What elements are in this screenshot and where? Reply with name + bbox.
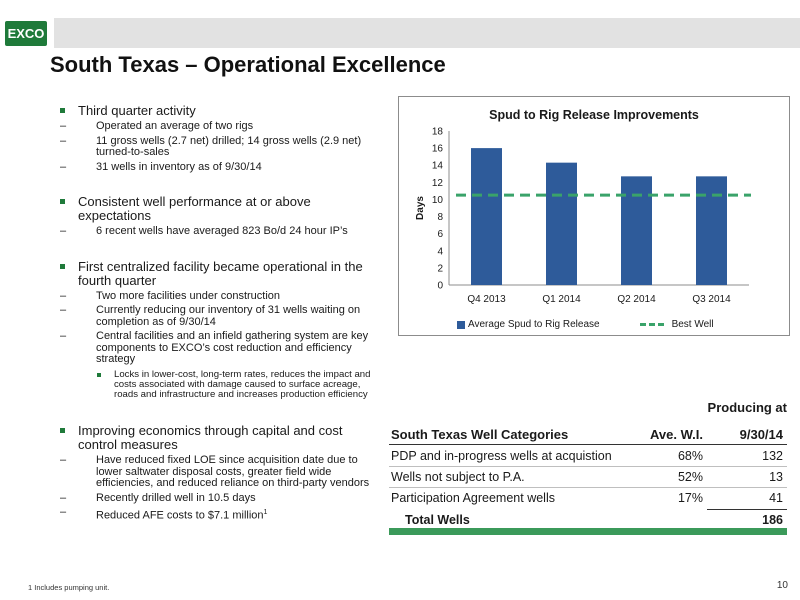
- y-tick-label: 4: [437, 246, 443, 257]
- y-tick-label: 6: [437, 229, 443, 240]
- bullet-third-quarter: Third quarter activity: [60, 104, 380, 118]
- bar-q1-2014: [546, 162, 577, 285]
- row-category: PDP and in-progress wells at acquistion: [391, 449, 612, 463]
- x-tick-label: Q2 2014: [617, 294, 656, 305]
- row-wi: 52%: [677, 470, 703, 484]
- table-header-row: South Texas Well Categories Ave. W.I. 9/…: [389, 424, 787, 445]
- table-row: Participation Agreement wells 17% 41: [389, 488, 787, 508]
- bullet-improving-economics: Improving economics through capital and …: [60, 424, 380, 452]
- y-tick-label: 2: [437, 263, 443, 274]
- x-tick-label: Q1 2014: [542, 294, 581, 305]
- y-tick-label: 18: [432, 127, 444, 138]
- bullet-well-performance: Consistent well performance at or above …: [60, 195, 380, 223]
- total-label: Total Wells: [405, 513, 470, 527]
- sub-bullet: – Have reduced fixed LOE since acquisitio…: [60, 454, 370, 490]
- y-axis-label: Days: [415, 196, 426, 220]
- exco-logo: EXCO: [3, 19, 49, 48]
- sub-bullet: – Recently drilled well in 10.5 days: [60, 491, 256, 504]
- bar-q3-2014: [696, 176, 727, 285]
- total-divider: [707, 509, 787, 510]
- y-tick-label: 10: [432, 195, 444, 206]
- header-bar: [54, 18, 800, 48]
- bar-q2-2014: [621, 176, 652, 285]
- y-tick-label: 14: [432, 161, 444, 172]
- header-wi: Ave. W.I.: [650, 427, 703, 442]
- sub-bullet: – Reduced AFE costs to $7.1 million1: [60, 506, 268, 522]
- table-total-row: Total Wells 186: [389, 509, 787, 528]
- sub-bullet: –6 recent wells have averaged 823 Bo/d 2…: [60, 225, 348, 237]
- row-count: 132: [762, 449, 783, 463]
- total-count: 186: [762, 513, 783, 527]
- y-tick-label: 16: [432, 144, 444, 155]
- header-category: South Texas Well Categories: [391, 427, 569, 442]
- sub-bullet: –31 wells in inventory as of 9/30/14: [60, 160, 262, 173]
- row-wi: 68%: [677, 449, 703, 463]
- footnote-marker: 1: [263, 509, 268, 517]
- bar-chart: Days 0 2 4 6 8 10 12 14 16 18 Q4 2013 Q1 2014 Q2 201…: [415, 127, 751, 305]
- y-tick-label: 8: [437, 212, 443, 223]
- row-wi: 17%: [677, 491, 703, 505]
- x-tick-label: Q3 2014: [692, 294, 731, 305]
- sub-bullet: – Two more facilities under construction: [60, 289, 281, 302]
- table-accent-bar: [389, 528, 787, 535]
- row-category: Wells not subject to P.A.: [391, 470, 525, 484]
- chart-container: Spud to Rig Release Improvements Days 0 2…: [398, 96, 790, 336]
- sub-bullet: –11 gross wells (2.7 net) drilled; 14 gr…: [60, 134, 362, 158]
- bullet-list: Third quarter activity – Operated an aver…: [60, 104, 380, 522]
- sub-bullet: – Central facilities and an infield gathe…: [60, 330, 369, 365]
- chart-legend: Average Spud to Rig Release Best Well: [457, 319, 714, 330]
- bullet-centralized-facility: First centralized facility became operat…: [60, 259, 380, 288]
- chart-title: Spud to Rig Release Improvements: [489, 108, 699, 122]
- sub-bullet: – Currently reducing our inventory of 31 …: [60, 304, 361, 328]
- bar-q4-2013: [471, 148, 502, 285]
- sub-bullet: – Operated an average of two rigs: [60, 120, 254, 132]
- x-tick-label: Q4 2013: [467, 294, 506, 305]
- header-producing-top: Producing at: [707, 400, 787, 415]
- header-producing-bottom: 9/30/14: [739, 427, 783, 442]
- row-category: Participation Agreement wells: [391, 491, 555, 505]
- page-number: 10: [776, 580, 788, 591]
- sub-sub-bullet: Locks in lower-cost, long-term rates, re…: [60, 369, 380, 401]
- table-row: PDP and in-progress wells at acquistion …: [389, 446, 787, 467]
- row-count: 13: [769, 470, 783, 484]
- logo-text: EXCO: [5, 21, 47, 46]
- y-tick-label: 0: [437, 281, 443, 292]
- legend-label-average: Average Spud to Rig Release: [468, 319, 600, 330]
- legend-swatch-best-well: [639, 323, 664, 326]
- footnote: 1 Includes pumping unit.: [28, 583, 110, 592]
- legend-swatch-average: [457, 320, 465, 329]
- y-tick-label: 12: [432, 178, 444, 189]
- page-title: South Texas – Operational Excellence: [50, 52, 446, 77]
- row-count: 41: [769, 491, 783, 505]
- legend-label-best-well: Best Well: [671, 319, 714, 330]
- table-row: Wells not subject to P.A. 52% 13: [389, 467, 787, 488]
